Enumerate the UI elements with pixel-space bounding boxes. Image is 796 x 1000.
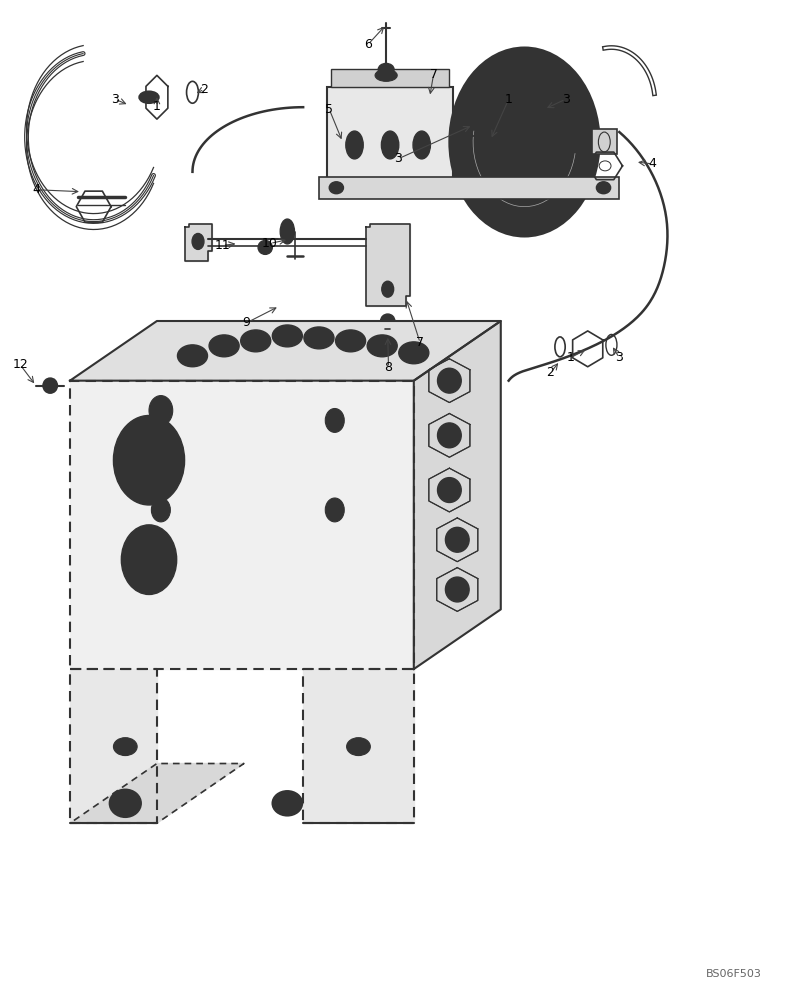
Polygon shape <box>303 669 414 823</box>
Circle shape <box>121 525 177 594</box>
Ellipse shape <box>192 233 204 249</box>
Ellipse shape <box>596 182 611 194</box>
Polygon shape <box>414 321 501 669</box>
Ellipse shape <box>209 335 239 357</box>
Ellipse shape <box>345 131 363 159</box>
Circle shape <box>114 415 185 505</box>
Ellipse shape <box>330 182 343 194</box>
Text: 3: 3 <box>394 152 402 165</box>
Text: 2: 2 <box>201 83 209 96</box>
Text: 10: 10 <box>262 237 278 250</box>
Polygon shape <box>70 669 157 823</box>
Polygon shape <box>366 224 410 306</box>
Text: BS06F503: BS06F503 <box>706 969 762 979</box>
Polygon shape <box>70 764 244 823</box>
Text: 7: 7 <box>430 68 438 81</box>
Text: 2: 2 <box>547 366 555 379</box>
Text: 3: 3 <box>111 93 119 106</box>
Circle shape <box>326 409 344 432</box>
Text: 3: 3 <box>615 351 623 364</box>
Circle shape <box>151 498 170 522</box>
Ellipse shape <box>240 330 271 352</box>
Ellipse shape <box>280 219 295 244</box>
Polygon shape <box>70 321 501 381</box>
Polygon shape <box>185 224 213 261</box>
Text: 6: 6 <box>364 38 372 51</box>
Ellipse shape <box>438 423 461 448</box>
Ellipse shape <box>413 131 431 159</box>
Text: 7: 7 <box>416 336 424 349</box>
Circle shape <box>149 396 173 425</box>
Text: 8: 8 <box>384 361 392 374</box>
Ellipse shape <box>378 63 394 75</box>
Circle shape <box>450 48 599 236</box>
Bar <box>327 87 454 187</box>
Ellipse shape <box>139 91 159 103</box>
Text: 4: 4 <box>32 183 40 196</box>
Text: 5: 5 <box>326 103 334 116</box>
Ellipse shape <box>178 345 208 367</box>
Ellipse shape <box>446 527 469 552</box>
Text: 3: 3 <box>562 93 569 106</box>
Ellipse shape <box>380 314 395 328</box>
Text: 12: 12 <box>12 358 28 371</box>
Bar <box>331 69 450 87</box>
Circle shape <box>326 498 344 522</box>
Ellipse shape <box>272 325 302 347</box>
Ellipse shape <box>399 342 429 364</box>
Ellipse shape <box>258 240 272 254</box>
Ellipse shape <box>381 131 399 159</box>
Ellipse shape <box>438 478 461 502</box>
Ellipse shape <box>110 789 141 817</box>
Text: 4: 4 <box>649 157 657 170</box>
Text: 1: 1 <box>153 100 161 113</box>
Ellipse shape <box>272 791 302 816</box>
Ellipse shape <box>382 281 394 297</box>
Text: 1: 1 <box>505 93 513 106</box>
Ellipse shape <box>336 330 365 352</box>
Ellipse shape <box>446 577 469 602</box>
Polygon shape <box>70 381 414 669</box>
Ellipse shape <box>346 738 370 756</box>
Ellipse shape <box>375 69 397 81</box>
Text: 9: 9 <box>242 316 250 329</box>
Ellipse shape <box>367 335 397 357</box>
Ellipse shape <box>304 327 334 349</box>
Bar <box>319 177 619 199</box>
Bar <box>591 129 617 154</box>
Ellipse shape <box>114 738 137 756</box>
Text: 1: 1 <box>567 351 574 364</box>
Text: 11: 11 <box>215 239 230 252</box>
Ellipse shape <box>43 378 57 393</box>
Ellipse shape <box>438 368 461 393</box>
